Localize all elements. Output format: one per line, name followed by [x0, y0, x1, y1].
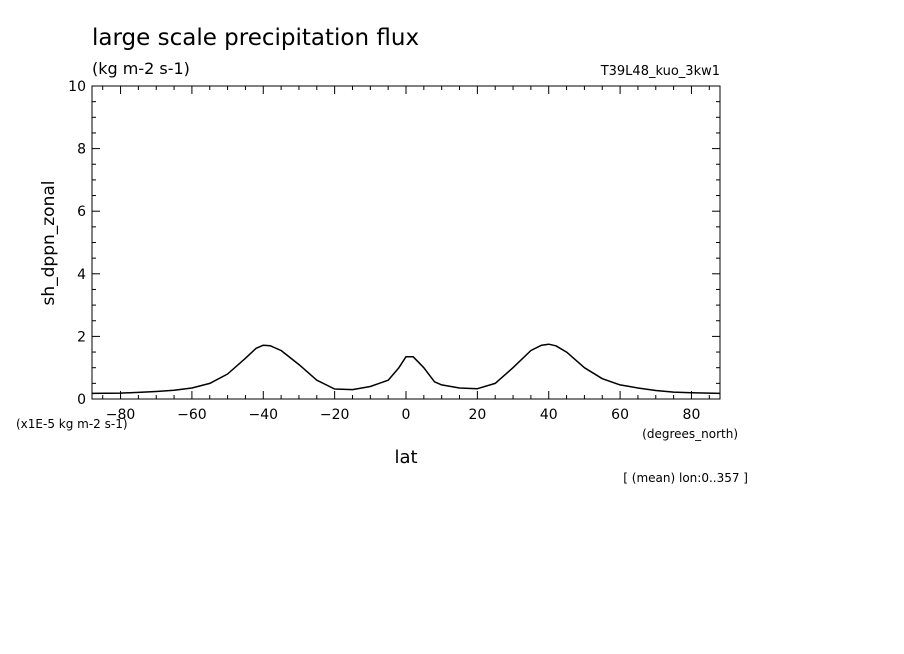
footnote: [ (mean) lon:0..357 ]: [623, 471, 748, 485]
y-scale-note: (x1E-5 kg m-2 s-1): [16, 417, 128, 431]
x-axis-label: lat: [394, 447, 417, 468]
x-axis-units: (degrees_north): [642, 427, 738, 441]
run-id: T39L48_kuo_3kw1: [600, 64, 720, 79]
series-line: [91, 343, 721, 395]
y-tick-label: 2: [77, 329, 86, 345]
x-tick-label: 40: [540, 407, 558, 423]
y-tick-label: 10: [68, 79, 86, 95]
y-tick-label: 6: [77, 204, 86, 220]
y-tick-label: 0: [77, 392, 86, 408]
x-tick-label: 0: [402, 407, 411, 423]
x-tick-label: 20: [468, 407, 486, 423]
plot-area: −80 −60 −40 −20 0 20 40 60 80 0 2 4 6 8 10: [68, 79, 721, 423]
x-tick-label: 80: [683, 407, 701, 423]
x-tick-label: −20: [320, 407, 350, 423]
plot-frame: [91, 85, 721, 400]
x-tick-label: 60: [611, 407, 629, 423]
y-tick-label: 8: [77, 142, 86, 158]
y-axis-label: sh_dppn_zonal: [39, 180, 59, 305]
x-tick-label: −80: [106, 407, 136, 423]
x-tick-label: −60: [177, 407, 207, 423]
chart-units: (kg m-2 s-1): [92, 59, 190, 78]
y-tick-label: 4: [77, 267, 86, 283]
x-tick-label: −40: [248, 407, 278, 423]
chart-title: large scale precipitation flux: [92, 25, 419, 51]
